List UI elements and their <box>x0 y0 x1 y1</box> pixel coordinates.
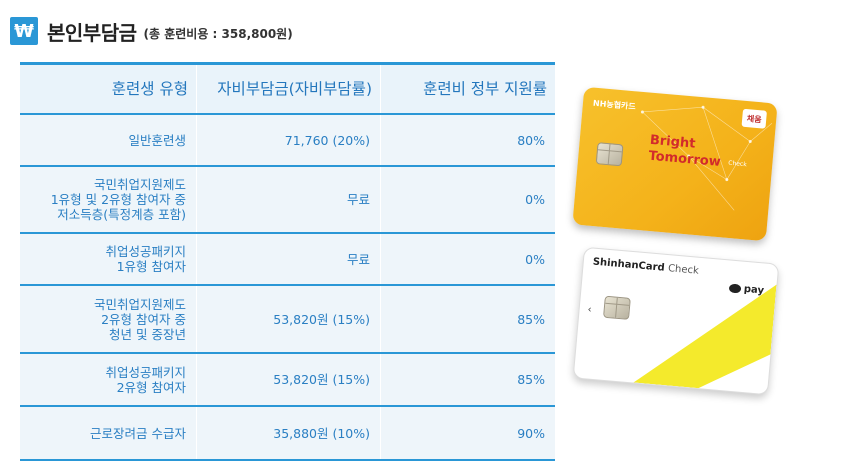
self-pay-cell: 무료 <box>196 167 380 232</box>
section-header: ₩ 본인부담금 (총 훈련비용 : 358,800원) <box>10 16 293 46</box>
self-pay-cell: 53,820원 (15%) <box>196 354 380 405</box>
card-chip-icon <box>603 295 631 320</box>
pay-text: pay <box>743 283 765 297</box>
trainee-type-cell: 국민취업지원제도 1유형 및 2유형 참여자 중 저소득층(특정계층 포함) <box>50 177 186 222</box>
shinhan-check-card-image: ShinhanCard Check pay ‹ <box>572 246 780 396</box>
self-pay-cell: 35,880원 (10%) <box>196 407 380 459</box>
column-header-support-rate: 훈련비 정부 지원률 <box>380 65 555 113</box>
nh-check-card-image: NH농협카드 채움 Bright Tomorrow Check <box>572 86 778 242</box>
card-chip-icon <box>595 142 624 167</box>
self-pay-cell: 53,820원 (15%) <box>196 286 380 352</box>
speech-bubble-icon <box>728 283 742 294</box>
trainee-type-cell: 취업성공패키지 1유형 참여자 <box>105 244 186 274</box>
table-row: 취업성공패키지 1유형 참여자 무료 0% <box>20 234 555 286</box>
self-pay-table: 훈련생 유형 자비부담금(자비부담률) 훈련비 정부 지원률 일반훈련생 71,… <box>20 62 555 461</box>
column-header-self-pay: 자비부담금(자비부담률) <box>196 65 380 113</box>
trainee-type-cell: 취업성공패키지 2유형 참여자 <box>105 364 186 395</box>
card-pattern-lines <box>640 105 773 211</box>
won-icon: ₩ <box>10 17 38 45</box>
table-row: 취업성공패키지 2유형 참여자 53,820원 (15%) 85% <box>20 354 555 407</box>
section-title: 본인부담금 <box>47 20 137 45</box>
chaeum-badge: 채움 <box>741 108 767 129</box>
table-row: 근로장려금 수급자 35,880원 (10%) 90% <box>20 407 555 461</box>
self-pay-cell: 무료 <box>196 234 380 284</box>
support-rate-cell: 85% <box>380 354 555 405</box>
support-rate-cell: 85% <box>380 286 555 352</box>
column-header-trainee-type: 훈련생 유형 <box>111 79 188 98</box>
table-row: 국민취업지원제도 2유형 참여자 중 청년 및 중장년 53,820원 (15%… <box>20 286 555 354</box>
table-row: 일반훈련생 71,760 (20%) 80% <box>20 115 555 167</box>
table-header-row: 훈련생 유형 자비부담금(자비부담률) 훈련비 정부 지원률 <box>20 65 555 115</box>
trainee-type-cell: 일반훈련생 <box>128 132 186 148</box>
table-top-border <box>20 62 555 65</box>
support-rate-cell: 80% <box>380 115 555 165</box>
card-yellow-stripe <box>633 284 777 389</box>
table-row: 국민취업지원제도 1유형 및 2유형 참여자 중 저소득층(특정계층 포함) 무… <box>20 167 555 234</box>
trainee-type-cell: 근로장려금 수급자 <box>90 425 186 441</box>
trainee-type-cell: 국민취업지원제도 2유형 참여자 중 청년 및 중장년 <box>93 296 186 342</box>
self-pay-cell: 71,760 (20%) <box>196 115 380 165</box>
support-rate-cell: 0% <box>380 234 555 284</box>
total-cost-subtitle: (총 훈련비용 : 358,800원) <box>143 26 293 41</box>
nh-check-label: Check <box>727 159 747 169</box>
support-rate-cell: 0% <box>380 167 555 232</box>
support-rate-cell: 90% <box>380 407 555 459</box>
